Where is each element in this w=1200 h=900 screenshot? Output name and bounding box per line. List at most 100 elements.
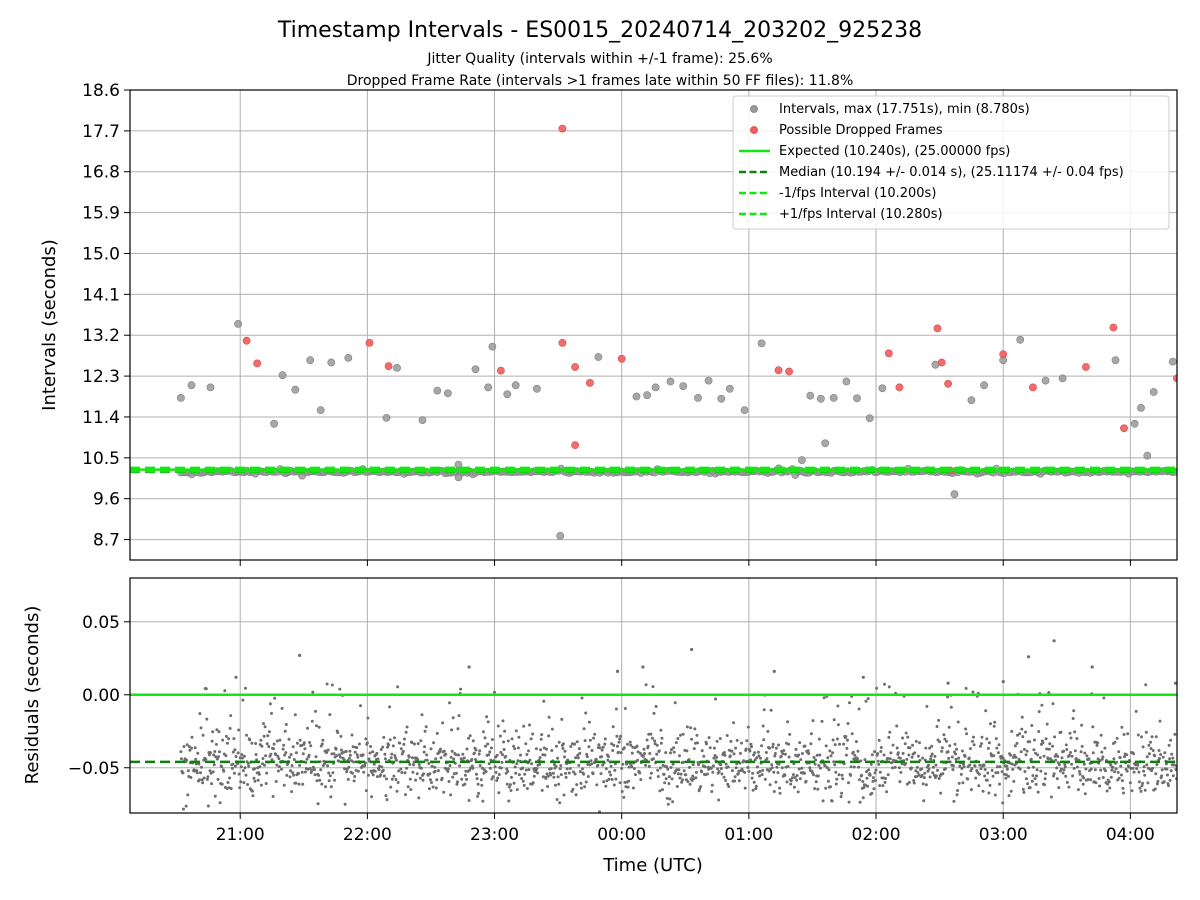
residual-point	[317, 725, 321, 729]
residual-point	[645, 738, 649, 742]
residual-point	[564, 775, 568, 779]
residual-point	[1082, 776, 1086, 780]
residual-point	[470, 764, 474, 768]
residual-point	[1034, 751, 1037, 755]
residual-point	[379, 773, 383, 777]
residual-point	[1131, 766, 1135, 770]
residual-point	[1022, 790, 1026, 794]
residual-point	[253, 767, 256, 771]
residual-point	[1087, 757, 1091, 761]
residual-point	[404, 793, 407, 797]
residual-point	[485, 715, 489, 719]
residual-point	[1168, 778, 1172, 782]
residual-point	[946, 681, 950, 685]
residual-point	[1052, 772, 1056, 776]
residual-point	[329, 795, 333, 799]
residual-point	[1107, 780, 1111, 784]
residual-point	[1060, 756, 1064, 760]
residual-point	[1042, 754, 1046, 758]
residual-point	[905, 782, 909, 786]
x-tick-label: 23:00	[470, 825, 519, 845]
residual-point	[629, 762, 633, 766]
residual-point	[442, 749, 446, 753]
residual-point	[636, 758, 640, 762]
residual-point	[250, 789, 254, 793]
residual-point	[385, 798, 389, 802]
residual-point	[1047, 691, 1051, 694]
residual-point	[1046, 757, 1050, 761]
residual-point	[450, 749, 454, 753]
residual-point	[877, 762, 881, 766]
residual-point	[351, 771, 354, 775]
residual-point	[1167, 784, 1170, 788]
residuals-y-axis-label: Residuals (seconds)	[22, 606, 43, 785]
residual-point	[244, 686, 247, 690]
dropped-frame-point	[1173, 374, 1177, 383]
residual-point	[307, 753, 311, 757]
residual-point	[258, 765, 262, 769]
residual-point	[544, 777, 548, 780]
residual-point	[1113, 740, 1117, 744]
residual-point	[736, 772, 740, 776]
residual-point	[1078, 772, 1082, 776]
residual-point	[370, 795, 374, 799]
residual-point	[497, 773, 501, 776]
residual-point	[985, 737, 989, 741]
residual-point	[808, 766, 812, 770]
residual-point	[649, 771, 653, 775]
residual-point	[867, 768, 871, 772]
residual-point	[210, 782, 214, 786]
residual-point	[221, 738, 225, 742]
residual-point	[308, 767, 312, 770]
residual-point	[687, 758, 691, 762]
residual-point	[516, 746, 520, 750]
residual-point	[622, 795, 626, 799]
residual-point	[213, 794, 217, 798]
residual-point	[270, 758, 274, 762]
residual-point	[669, 751, 672, 755]
residual-point	[834, 770, 838, 774]
residual-point	[232, 737, 236, 741]
residual-point	[236, 751, 240, 755]
residual-point	[564, 771, 567, 775]
residual-point	[793, 776, 797, 779]
residual-point	[1069, 736, 1073, 740]
residual-point	[438, 750, 442, 753]
residual-point	[1123, 755, 1126, 759]
residual-point	[194, 757, 198, 761]
residual-point	[669, 766, 673, 769]
residual-point	[472, 751, 476, 755]
residual-point	[1140, 784, 1144, 788]
residual-point	[1105, 789, 1109, 793]
residual-point	[598, 746, 602, 750]
residual-point	[879, 746, 883, 749]
residual-point	[952, 799, 956, 803]
residual-point	[380, 765, 384, 769]
residual-point	[320, 742, 324, 746]
residual-point	[664, 751, 668, 755]
residual-point	[787, 755, 791, 759]
residual-point	[388, 738, 392, 742]
residual-point	[896, 751, 900, 755]
residual-point	[848, 701, 851, 705]
residual-point	[474, 758, 477, 761]
residual-point	[1072, 766, 1076, 770]
dropped-frame-point	[1109, 323, 1118, 332]
residual-point	[1147, 752, 1151, 756]
residual-point	[233, 764, 237, 768]
residual-point	[638, 771, 642, 775]
residuals-y-tick-label: −0.05	[68, 759, 120, 779]
residual-point	[895, 724, 899, 728]
residual-point	[510, 737, 514, 741]
residual-point	[702, 754, 706, 758]
residual-point	[199, 771, 202, 775]
residual-point	[980, 735, 984, 739]
residual-point	[399, 747, 403, 751]
residual-point	[664, 777, 668, 781]
dropped-frame-point	[884, 349, 893, 358]
residual-point	[708, 746, 712, 750]
residual-point	[275, 763, 279, 767]
residual-point	[622, 746, 626, 750]
residual-point	[282, 743, 286, 747]
residual-point	[768, 746, 771, 750]
